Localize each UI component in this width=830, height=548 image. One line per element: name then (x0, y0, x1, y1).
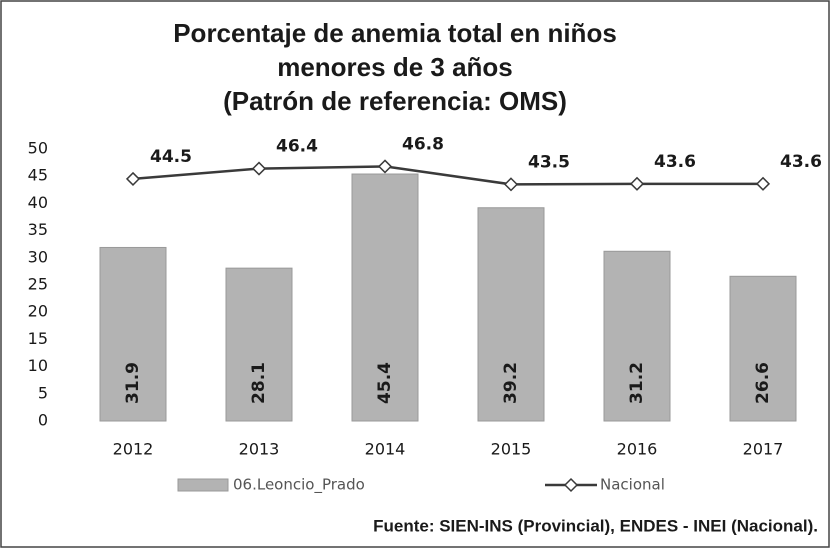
bar (477, 207, 545, 422)
y-tick-label: 10 (28, 356, 48, 375)
legend-swatch (563, 477, 579, 493)
bar (351, 173, 419, 422)
x-tick-label: 2013 (239, 440, 280, 459)
y-tick-label: 0 (38, 411, 48, 430)
bar (99, 246, 167, 422)
y-tick-label: 25 (28, 275, 48, 294)
line-marker (377, 159, 393, 174)
bar (225, 267, 293, 422)
x-tick-label: 2017 (743, 440, 784, 459)
y-tick-label: 15 (28, 329, 48, 348)
x-tick-label: 2016 (617, 440, 658, 459)
line-marker (629, 176, 645, 191)
line-marker (251, 161, 267, 176)
line-value-label: 44.5 (150, 147, 192, 167)
chart-title: (Patrón de referencia: OMS) (223, 86, 567, 116)
line-series (132, 165, 763, 186)
y-tick-label: 5 (38, 383, 48, 402)
bar-value-label: 26.6 (753, 362, 773, 404)
line-value-label: 46.4 (276, 137, 318, 157)
y-tick-label: 45 (28, 166, 48, 185)
y-tick-label: 20 (28, 302, 48, 321)
legend-label: 06.Leoncio_Prado (233, 476, 365, 495)
chart-title: menores de 3 años (277, 52, 513, 82)
line-value-label: 43.6 (654, 152, 696, 172)
bar (729, 275, 797, 422)
bar (603, 250, 671, 422)
chart-title: Porcentaje de anemia total en niños (173, 18, 617, 48)
bar-value-label: 39.2 (501, 362, 521, 404)
bar-value-label: 28.1 (249, 362, 269, 404)
bar-value-label: 45.4 (375, 362, 395, 404)
line-value-label: 43.5 (528, 152, 570, 172)
source-note: Fuente: SIEN-INS (Provincial), ENDES - I… (373, 516, 818, 535)
bar-value-label: 31.9 (123, 362, 143, 404)
bar-value-label: 31.2 (627, 362, 647, 404)
legend-label: Nacional (600, 476, 665, 494)
line-value-label: 43.6 (780, 152, 822, 172)
line-marker (125, 171, 141, 186)
y-tick-label: 40 (28, 193, 48, 212)
legend-swatch (177, 478, 229, 492)
line-marker (755, 176, 771, 191)
y-tick-label: 35 (28, 220, 48, 239)
line-value-label: 46.8 (402, 134, 444, 154)
x-tick-label: 2014 (365, 440, 406, 459)
x-tick-label: 2012 (113, 440, 154, 459)
y-tick-label: 30 (28, 247, 48, 266)
x-tick-label: 2015 (491, 440, 532, 459)
y-tick-label: 50 (28, 139, 48, 158)
line-marker (503, 177, 519, 192)
